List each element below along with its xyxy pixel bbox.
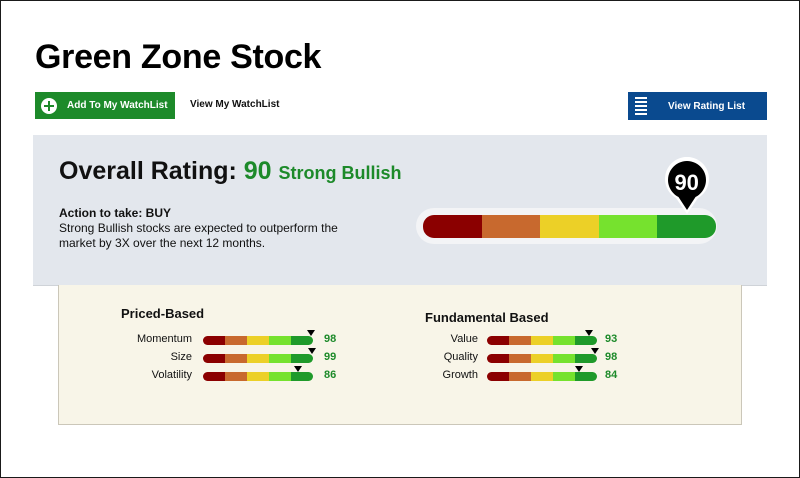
metric-bar-segment [531,336,553,345]
metric-bar-segment [509,354,531,363]
metric-marker-icon [585,330,594,336]
metric-bar-segment [203,336,225,345]
overall-rating-heading: Overall Rating: 90 Strong Bullish [59,157,402,186]
metric-bar-segment [487,372,509,381]
plus-circle-icon [41,97,57,114]
overall-rating-score: 90 [243,157,272,185]
metric-bar-segment [291,336,313,345]
metric-value: 84 [605,369,618,381]
metric-bar-segment [509,372,531,381]
metric-value: 98 [324,333,337,345]
metric-value: 93 [605,333,618,345]
metric-bar-segment [291,372,313,381]
action-label: Action to take: BUY [59,206,172,220]
priced-based-title: Priced-Based [121,306,205,321]
metric-bar-segment [269,372,291,381]
metric-value: 86 [324,369,337,381]
gauge-segment [657,215,716,238]
metric-bar-segment [509,336,531,345]
metric-bar-segment [531,354,553,363]
gauge-segment [540,215,599,238]
metric-rating-bar [487,372,597,381]
action-description: Strong Bullish stocks are expected to ou… [59,221,338,250]
metric-rating-bar [203,372,313,381]
metric-bar-segment [487,354,509,363]
metric-bar-segment [553,372,575,381]
metric-bar-segment [247,372,269,381]
add-to-watchlist-label: Add To My WatchList [67,100,168,111]
metric-marker-icon [293,366,302,372]
metric-bar-segment [203,354,225,363]
metric-rating-bar [203,354,313,363]
gauge-segment [598,215,658,238]
metric-label: Value [450,333,478,345]
metric-bar-segment [291,354,313,363]
metric-bar-segment [203,372,225,381]
metric-bar-segment [575,372,597,381]
metric-value: 98 [605,351,618,363]
overall-rating-word: Strong Bullish [278,163,402,183]
metric-bar-segment [531,372,553,381]
overall-rating-gauge: 90 [416,157,717,244]
metric-rating-bar [487,336,597,345]
metric-marker-icon [590,348,599,354]
sub-ratings-panel: Priced-Based Fundamental Based Momentum 9… [58,285,742,425]
metric-rating-bar [487,354,597,363]
metric-bar-segment [575,336,597,345]
metric-label: Quality [443,351,478,363]
metric-marker-icon [306,330,315,336]
metric-label: Size [170,351,192,363]
metric-marker-icon [575,366,584,372]
overall-rating-label: Overall Rating: [59,157,237,185]
add-to-watchlist-button[interactable]: Add To My WatchList [35,92,175,119]
metric-bar-segment [225,354,247,363]
overall-marker-value: 90 [674,170,699,195]
view-watchlist-link[interactable]: View My WatchList [190,99,280,110]
metric-rating-bar [203,336,313,345]
metric-bar-segment [269,354,291,363]
fundamental-based-title: Fundamental Based [425,310,549,325]
view-rating-list-button[interactable]: View Rating List [628,92,767,120]
metric-bar-segment [487,336,509,345]
overall-rating-bar [423,215,716,238]
map-pin-icon: 90 [660,157,714,217]
metric-bar-segment [553,336,575,345]
metric-bar-segment [225,336,247,345]
gauge-segment [423,215,482,238]
list-icon [635,97,647,115]
metric-bar-segment [225,372,247,381]
metric-value: 99 [324,351,337,363]
metric-bar-segment [575,354,597,363]
page-title: Green Zone Stock [35,38,322,76]
metric-label: Growth [442,369,478,381]
metric-label: Volatility [151,369,192,381]
overall-rating-panel: Overall Rating: 90 Strong Bullish Action… [33,135,767,286]
metric-bar-segment [247,336,269,345]
metric-bar-segment [269,336,291,345]
metric-bar-segment [553,354,575,363]
metric-marker-icon [307,348,316,354]
view-rating-list-label: View Rating List [668,101,746,112]
gauge-segment [481,215,541,238]
metric-label: Momentum [136,333,192,345]
metric-bar-segment [247,354,269,363]
